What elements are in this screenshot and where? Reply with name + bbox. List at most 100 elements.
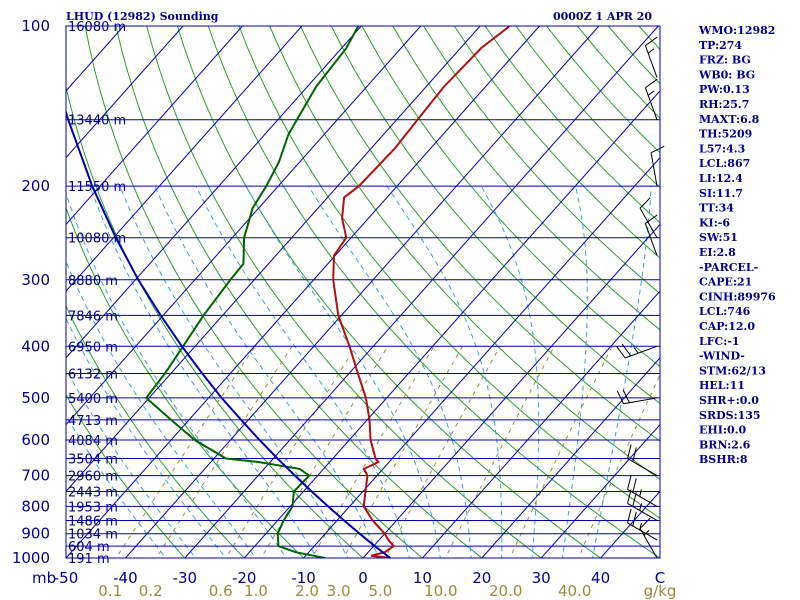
mixing-ratio-tick-label: 0.6	[209, 582, 233, 600]
mixing-ratio-tick-label: 40.0	[558, 582, 591, 600]
mixing-ratio-line	[342, 346, 463, 558]
pressure-tick-label: 400	[21, 337, 50, 355]
moist-adiabat	[154, 185, 380, 558]
mixing-ratio-unit-label: g/kg	[644, 582, 677, 600]
index-item: CAPE:21	[699, 276, 752, 289]
index-item: -PARCEL-	[699, 261, 758, 274]
index-item: FRZ: BG	[699, 54, 751, 67]
isotherm	[66, 26, 422, 426]
index-item: TT:34	[699, 202, 734, 215]
index-item: PW:0.13	[699, 83, 750, 96]
index-item: CINH:89976	[699, 290, 776, 303]
wind-barb	[644, 214, 658, 256]
wind-barb	[644, 36, 658, 78]
pressure-tick-label: 700	[21, 467, 50, 485]
isotherm	[362, 223, 660, 558]
index-item: EHI:0.0	[699, 424, 746, 437]
mixing-ratio-tick-label: 3.0	[327, 582, 351, 600]
index-item: SI:11.7	[699, 187, 743, 200]
isotherm	[243, 90, 660, 558]
isotherm	[184, 26, 659, 558]
pressure-tick-label: 800	[21, 497, 50, 515]
parcel-trace	[66, 109, 391, 558]
height-label: 11550 m	[68, 180, 126, 195]
plot-frame	[65, 25, 661, 559]
isotherm	[66, 26, 184, 159]
isotherm	[66, 26, 362, 359]
dry-adiabat	[300, 26, 660, 442]
height-label: 8880 m	[68, 274, 118, 289]
height-label: 1486 m	[68, 515, 118, 530]
chart-time: 0000Z 1 APR 20	[553, 10, 652, 23]
moist-adiabat	[119, 185, 349, 558]
temperature-trace	[332, 26, 511, 558]
moist-adiabat	[66, 192, 287, 558]
isotherm	[302, 156, 660, 558]
dry-adiabat	[238, 26, 660, 519]
wind-barb	[616, 389, 658, 405]
isotherm	[66, 26, 303, 292]
height-label: 1034 m	[68, 528, 118, 543]
dry-adiabat	[66, 305, 245, 558]
height-label: 6132 m	[68, 368, 118, 383]
height-label: 7846 m	[68, 309, 118, 324]
height-label: 604 m	[68, 540, 110, 555]
mixing-ratio-tick-label: 1.0	[244, 582, 268, 600]
temperature-unit-label: C	[655, 569, 665, 587]
index-item: WMO:12982	[698, 24, 775, 37]
pressure-tick-label: 200	[21, 177, 50, 195]
moist-adiabat	[308, 185, 472, 558]
dry-adiabat	[146, 26, 543, 558]
pressure-unit-label: mb	[32, 569, 56, 587]
isotherm	[66, 26, 540, 558]
index-item: LFC:-1	[699, 335, 740, 348]
wind-barb	[639, 197, 658, 238]
wind-barb	[627, 444, 658, 477]
mixing-ratio-line	[577, 373, 660, 558]
height-label: 5400 m	[68, 392, 118, 407]
wind-barb	[627, 508, 658, 541]
mixing-ratio-tick-label: 5.0	[368, 582, 392, 600]
mixing-ratio-line	[311, 346, 435, 558]
index-item: RH:25.7	[699, 98, 749, 111]
height-label: 4713 m	[68, 414, 118, 429]
pressure-tick-label: 500	[21, 389, 50, 407]
temperature-tick-label: 10	[413, 569, 432, 587]
index-item: KI:-6	[699, 216, 730, 229]
pressure-tick-label: 600	[21, 431, 50, 449]
height-label: 16080 m	[68, 20, 126, 35]
isotherm	[124, 26, 600, 558]
height-label: 191 m	[68, 552, 110, 567]
temperature-tick-label: -20	[232, 569, 257, 587]
mixing-ratio-line	[155, 346, 293, 558]
mixing-ratio-line	[225, 346, 357, 558]
index-item: L57:4.3	[699, 142, 745, 155]
isotherm	[66, 26, 243, 226]
mixing-ratio-line	[444, 346, 555, 558]
dry-adiabat	[392, 26, 660, 331]
index-item: SHR+:0.0	[699, 394, 759, 407]
temperature-tick-label: 0	[358, 569, 368, 587]
temperature-tick-label: -30	[173, 569, 198, 587]
index-item: HEL:11	[699, 379, 745, 392]
pressure-tick-label: 100	[21, 17, 50, 35]
index-item: LCL:746	[699, 305, 751, 318]
mixing-ratio-tick-label: 0.1	[98, 582, 122, 600]
height-label: 2443 m	[68, 486, 118, 501]
chart-title: LHUD (12982) Sounding	[66, 10, 219, 23]
pressure-tick-label: 1000	[12, 549, 50, 567]
mixing-ratio-line	[509, 346, 613, 558]
temperature-tick-label: -40	[113, 569, 138, 587]
pressure-tick-label: 300	[21, 271, 50, 289]
dry-adiabat	[115, 26, 483, 558]
index-item: STM:62/13	[699, 364, 766, 377]
dry-adiabat	[423, 26, 660, 295]
mixing-ratio-line	[115, 346, 256, 558]
mixing-ratio-tick-label: 10.0	[424, 582, 457, 600]
mixing-ratio-tick-label: 2.0	[295, 582, 319, 600]
moist-adiabat	[245, 185, 441, 558]
wind-barb	[616, 343, 658, 359]
dewpoint-trace	[144, 26, 360, 558]
